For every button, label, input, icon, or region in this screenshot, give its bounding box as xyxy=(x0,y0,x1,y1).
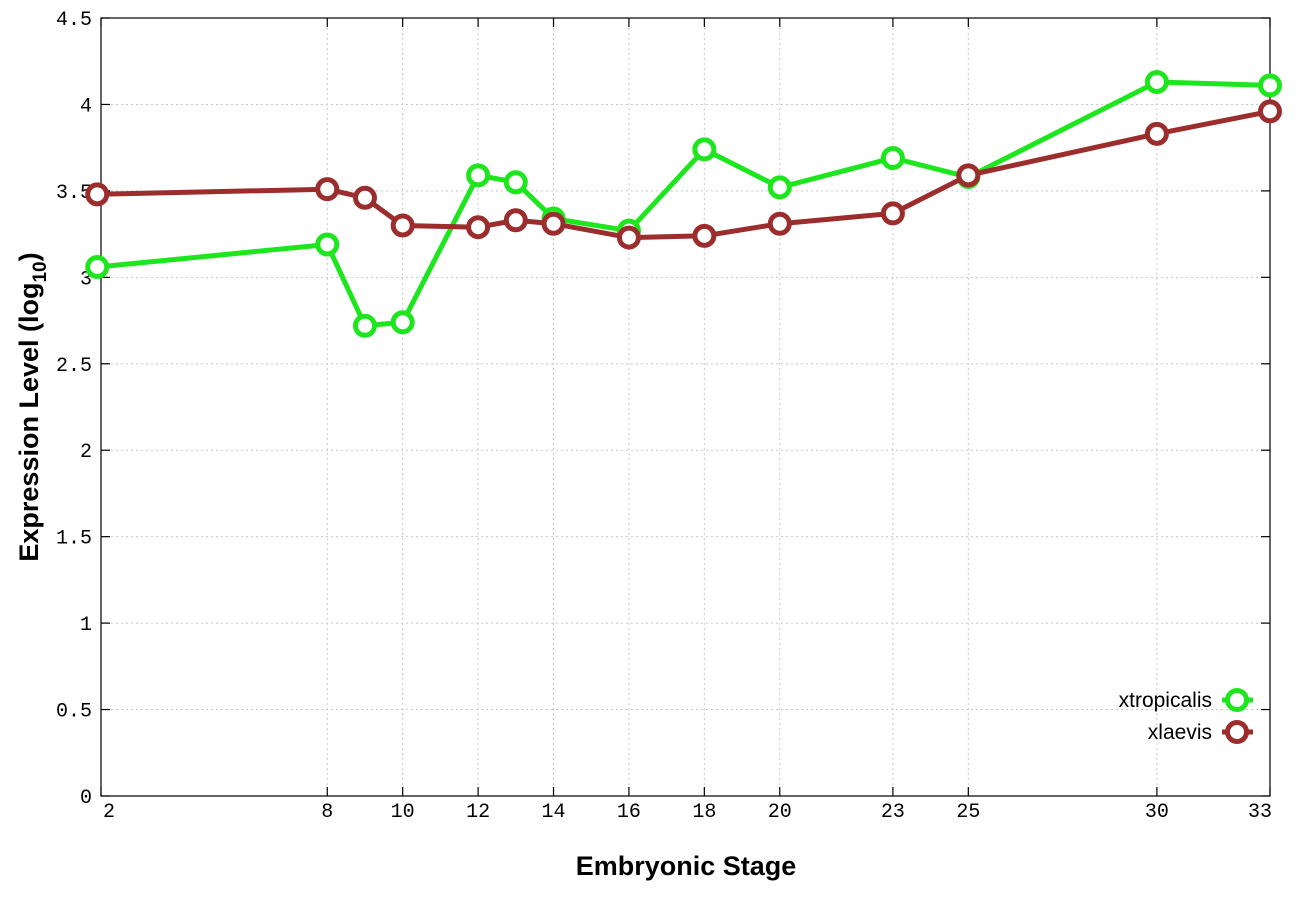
x-tick-label: 8 xyxy=(321,801,333,824)
y-tick-label: 1 xyxy=(80,614,92,637)
y-tick-label: 0 xyxy=(80,787,92,810)
y-tick-label: 1.5 xyxy=(56,528,92,551)
x-tick-label: 14 xyxy=(542,801,566,824)
data-point xyxy=(1258,99,1282,124)
y-tick-label: 0.5 xyxy=(56,701,92,724)
series-xtropicalis xyxy=(85,69,1282,338)
legend-item-xtropicalis: xtropicalis xyxy=(1119,688,1253,712)
series-line-xtropicalis xyxy=(96,79,1271,329)
y-axis-title-main: Expression Level (log xyxy=(14,283,44,562)
y-axis-title-subscript: 10 xyxy=(30,261,51,282)
data-point xyxy=(315,177,340,202)
legend-swatch-marker xyxy=(1225,688,1249,712)
x-tick-label: 16 xyxy=(617,801,641,824)
data-point xyxy=(503,170,528,195)
y-axis-tick-labels: 00.511.522.533.544.5 xyxy=(56,9,92,810)
y-tick-label: 2 xyxy=(80,441,92,464)
data-point xyxy=(85,254,110,279)
x-tick-label: 33 xyxy=(1248,801,1272,824)
data-point xyxy=(616,225,641,250)
data-point xyxy=(767,211,792,236)
x-tick-label: 30 xyxy=(1145,801,1169,824)
data-point xyxy=(503,208,528,233)
data-point xyxy=(880,146,905,171)
data-point xyxy=(1258,73,1282,98)
legend-label: xtropicalis xyxy=(1119,689,1212,712)
x-tick-label: 10 xyxy=(391,801,415,824)
data-point xyxy=(1144,121,1169,146)
y-tick-label: 2.5 xyxy=(56,355,92,378)
data-point xyxy=(541,211,566,236)
data-point xyxy=(880,201,905,226)
data-point xyxy=(315,232,340,257)
data-point xyxy=(390,310,415,335)
x-tick-label: 12 xyxy=(466,801,490,824)
x-tick-label: 20 xyxy=(768,801,792,824)
legend-item-xlaevis: xlaevis xyxy=(1148,720,1253,744)
data-point xyxy=(767,175,792,200)
data-point xyxy=(352,185,377,210)
x-tick-label: 25 xyxy=(956,801,980,824)
data-point xyxy=(85,182,110,207)
series-xlaevis xyxy=(85,99,1282,250)
y-tick-label: 4 xyxy=(80,95,92,118)
axis-ticks xyxy=(100,17,1271,797)
series-layer xyxy=(85,69,1282,338)
data-point xyxy=(390,213,415,238)
legend-swatch-marker xyxy=(1225,720,1249,744)
y-tick-label: 4.5 xyxy=(56,9,92,32)
data-point xyxy=(466,215,491,240)
data-point xyxy=(466,163,491,188)
data-point xyxy=(1144,69,1169,94)
x-axis-title: Embryonic Stage xyxy=(576,851,797,881)
y-tick-label: 3.5 xyxy=(56,182,92,205)
x-tick-label: 2 xyxy=(103,801,115,824)
x-tick-label: 18 xyxy=(692,801,716,824)
data-point xyxy=(692,223,717,248)
data-point xyxy=(692,137,717,162)
data-point xyxy=(352,313,377,338)
x-tick-label: 23 xyxy=(881,801,905,824)
x-axis-tick-labels: 2 8 10 12 14 16 18 20 23 25 30 33 xyxy=(103,801,1272,824)
y-axis-title-close: ) xyxy=(14,252,44,261)
grid xyxy=(101,18,1270,796)
data-point xyxy=(956,163,981,188)
legend-label: xlaevis xyxy=(1148,721,1212,744)
legend: xtropicalis xlaevis xyxy=(1119,688,1253,744)
plot-frame xyxy=(100,17,1271,797)
y-axis-title: Expression Level (log10) xyxy=(14,252,51,561)
